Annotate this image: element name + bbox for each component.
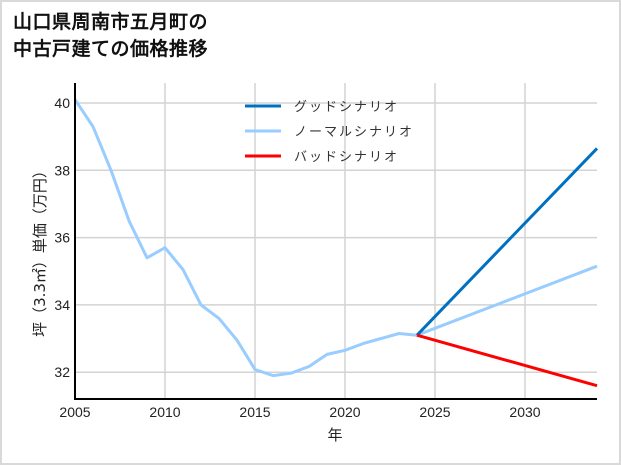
y-tick-label: 40 [54, 95, 70, 111]
y-axis-ticks: 40 38 36 34 32 [54, 95, 70, 380]
legend-label: ノーマルシナリオ [294, 125, 414, 140]
series-line-bad [416, 333, 598, 388]
y-tick-label: 34 [54, 297, 70, 313]
chart-title-line1: 山口県周南市五月町の [13, 11, 209, 33]
series-line-good [415, 147, 599, 337]
chart-title: 山口県周南市五月町の 中古戸建ての価格推移 [13, 9, 208, 63]
chart-title-line2: 中古戸建ての価格推移 [13, 38, 209, 60]
x-tick-label: 2015 [239, 404, 270, 420]
legend-label: グッドシナリオ [294, 100, 399, 115]
y-tick-label: 36 [54, 230, 70, 246]
x-tick-label: 2005 [59, 404, 90, 420]
x-tick-label: 2030 [509, 404, 540, 420]
x-tick-label: 2020 [329, 404, 360, 420]
x-tick-label: 2025 [419, 404, 450, 420]
y-tick-label: 32 [54, 364, 70, 380]
y-tick-label: 38 [54, 162, 70, 178]
x-tick-label: 2010 [149, 404, 180, 420]
y-axis-label: 坪（3.3㎡）単価（万円） [31, 163, 49, 337]
x-axis-ticks: 2005 2010 2015 2020 2025 2030 [59, 404, 540, 420]
data-series [73, 98, 599, 388]
series-line-normal [73, 98, 598, 378]
legend-label: バッドシナリオ [294, 150, 399, 165]
x-axis-label: 年 [327, 426, 342, 444]
